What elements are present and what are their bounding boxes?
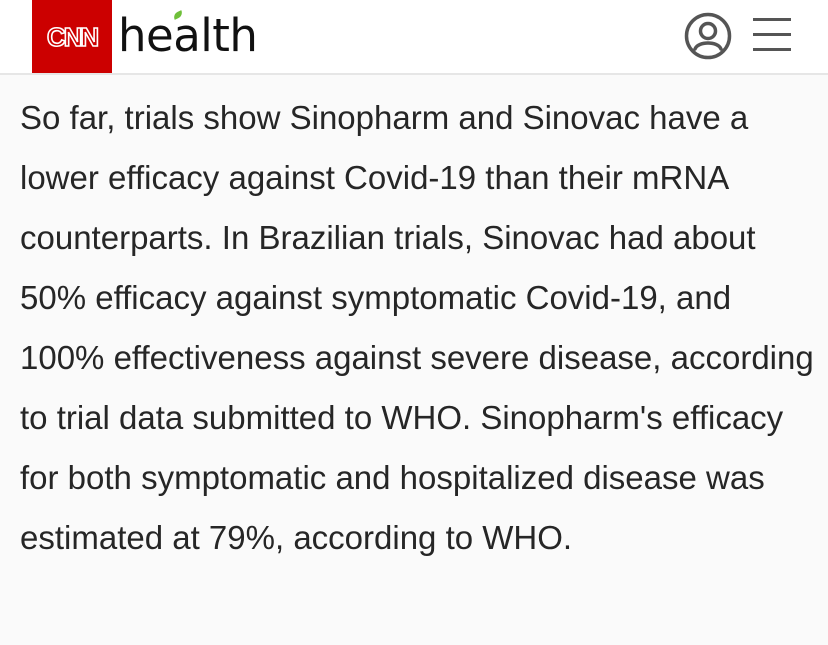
section-title[interactable]: health: [118, 9, 258, 62]
account-icon[interactable]: [684, 12, 732, 60]
site-header: CNN health: [0, 0, 828, 75]
menu-icon[interactable]: [753, 16, 791, 52]
cnn-logo[interactable]: CNN: [32, 0, 112, 73]
cnn-logo-text: CNN: [47, 22, 99, 52]
article-paragraph: So far, trials show Sinopharm and Sinova…: [20, 99, 814, 556]
cnn-logo-mark: CNN: [46, 21, 101, 53]
